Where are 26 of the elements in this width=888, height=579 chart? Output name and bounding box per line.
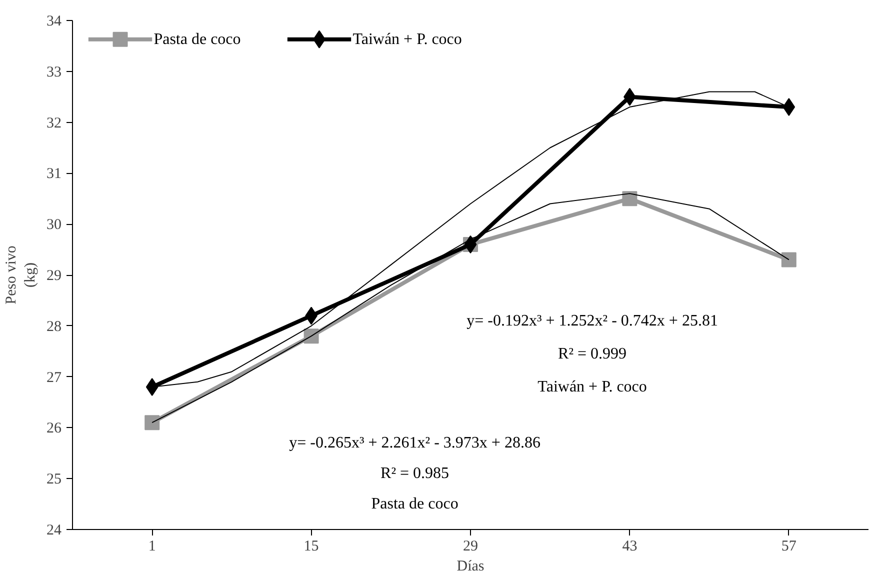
y-tick-label: 25 [46,472,62,488]
y-tick-label: 31 [46,166,62,182]
y-axis-title: Peso vivo (kg) [3,246,38,304]
annotation: y= -0.192x³ + 1.252x² - 0.742x + 25.81 [466,312,718,330]
annotation: R² = 0.985 [380,465,450,482]
y-tick-label: 26 [46,420,62,437]
x-tick-label: 43 [622,538,638,554]
y-tick-label: 27 [46,370,62,386]
legend-label: Pasta de coco [154,30,241,48]
annotation: Taiwán + P. coco [538,378,647,396]
annotation: y= -0.265x³ + 2.261x² - 3.973x + 28.86 [289,434,540,452]
y-tick-label: 34 [46,14,62,30]
x-tick-label: 15 [304,538,319,554]
legend-label: Taiwán + P. coco [352,30,462,48]
y-tick-label: 24 [46,522,62,538]
x-tick-label: 29 [463,538,478,554]
y-tick-label: 32 [46,115,62,132]
x-tick-label: 57 [781,538,797,554]
x-tick-label: 1 [148,538,156,554]
x-axis-title: Días [456,558,484,574]
y-tick-label: 29 [46,268,62,284]
annotation: R² = 0.999 [558,345,627,362]
y-tick-label: 30 [46,217,62,234]
y-tick-label: 28 [46,318,62,335]
annotation: Pasta de coco [371,496,458,513]
y-tick-label: 33 [46,64,62,80]
